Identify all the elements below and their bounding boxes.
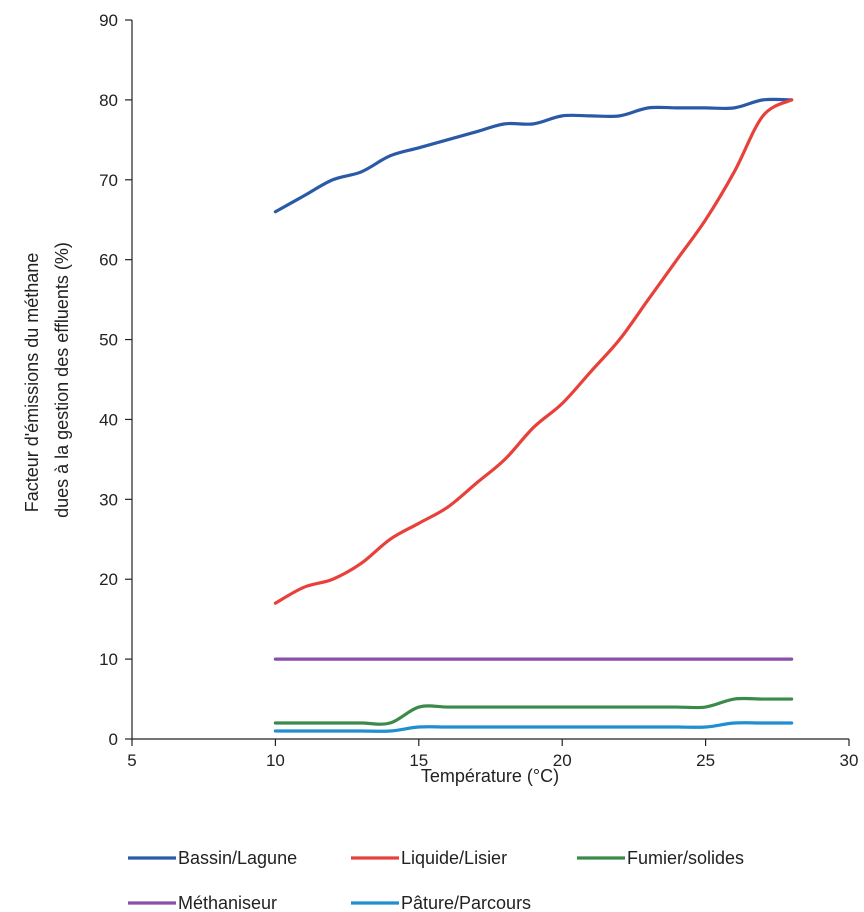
legend-label: Pâture/Parcours: [401, 893, 531, 912]
y-tick-label: 50: [99, 331, 118, 350]
y-tick-label: 0: [109, 730, 118, 749]
series-line-liquide-lisier: [273, 98, 794, 605]
x-tick-label: 20: [553, 751, 572, 770]
legend-item-methaniseur: Méthaniseur: [128, 893, 277, 912]
y-axis-title: Facteur d'émissions du méthane dues à la…: [22, 242, 72, 518]
y-tick-label: 30: [99, 490, 118, 509]
x-tick-label: 10: [266, 751, 285, 770]
y-tick-label: 70: [99, 171, 118, 190]
legend: Bassin/Lagune Liquide/Lisier Fumier/solide…: [128, 848, 744, 912]
x-tick-label: 15: [409, 751, 428, 770]
series-lines: [273, 97, 794, 733]
legend-label: Liquide/Lisier: [401, 848, 507, 868]
legend-label: Bassin/Lagune: [178, 848, 297, 868]
x-tick-label: 30: [840, 751, 859, 770]
legend-item-bassin-lagune: Bassin/Lagune: [128, 848, 297, 868]
y-tick-label: 90: [99, 11, 118, 30]
series-line-fumier-solides: [273, 696, 794, 726]
legend-item-fumier-solides: Fumier/solides: [577, 848, 744, 868]
x-tick-label: 25: [696, 751, 715, 770]
series-line-bassin-lagune: [273, 97, 794, 214]
y-tick-label: 80: [99, 91, 118, 110]
x-axis-title: Température (°C): [421, 766, 559, 786]
y-tick-label: 20: [99, 570, 118, 589]
y-tick-label: 10: [99, 650, 118, 669]
y-tick-label: 40: [99, 410, 118, 429]
legend-label: Fumier/solides: [627, 848, 744, 868]
x-tick-label: 5: [127, 751, 136, 770]
y-axis-title-line-2: dues à la gestion des effluents (%): [52, 242, 72, 518]
legend-label: Méthaniseur: [178, 893, 277, 912]
y-axis-title-line-1: Facteur d'émissions du méthane: [22, 253, 42, 513]
legend-item-pature-parcours: Pâture/Parcours: [351, 893, 531, 912]
y-tick-label: 60: [99, 251, 118, 270]
axes: 0 10 20 30 40 50 60 70 80 90 5 10 15 20 25 30: [99, 11, 858, 770]
series-line-pature-parcours: [273, 721, 794, 733]
legend-item-liquide-lisier: Liquide/Lisier: [351, 848, 507, 868]
